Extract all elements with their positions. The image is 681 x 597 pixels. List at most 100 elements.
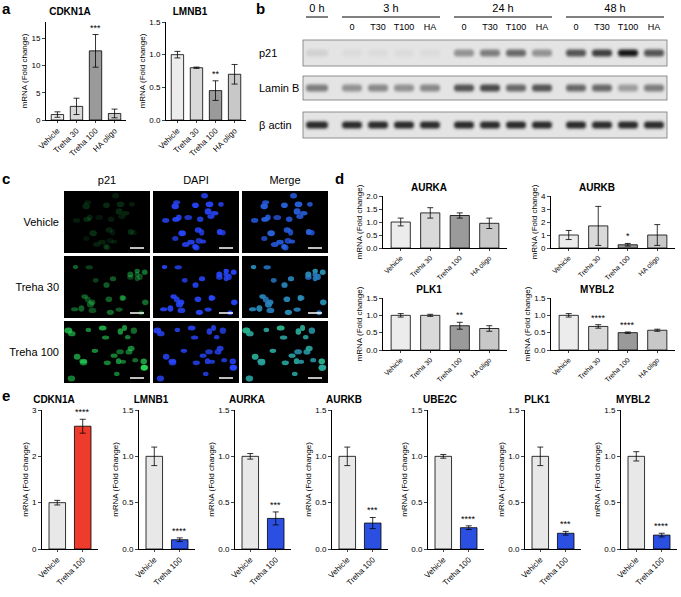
svg-text:0.0: 0.0 [411, 545, 423, 554]
svg-text:1.5: 1.5 [508, 406, 520, 415]
svg-text:mRNA (Fold change): mRNA (Fold change) [207, 442, 216, 517]
svg-text:Treha 30: Treha 30 [409, 356, 434, 381]
svg-text:Treha 30: Treha 30 [52, 126, 81, 155]
svg-text:Treha 100: Treha 100 [188, 126, 220, 158]
svg-text:***: *** [367, 505, 378, 515]
svg-text:Treha 100: Treha 100 [441, 555, 473, 587]
svg-text:Treha 30: Treha 30 [577, 254, 602, 279]
svg-text:AURKB: AURKB [579, 182, 615, 193]
svg-text:1.0: 1.0 [604, 452, 616, 461]
svg-text:Treha 30: Treha 30 [15, 281, 59, 293]
svg-text:1.5: 1.5 [315, 406, 327, 415]
svg-text:5: 5 [36, 89, 41, 98]
svg-text:0.0: 0.0 [366, 346, 378, 355]
svg-text:1.5: 1.5 [534, 294, 546, 303]
svg-text:0 h: 0 h [309, 2, 324, 14]
svg-text:24 h: 24 h [492, 2, 513, 14]
svg-text:HA: HA [424, 22, 437, 32]
svg-text:0.5: 0.5 [122, 498, 134, 507]
svg-text:***: *** [270, 500, 281, 510]
svg-text:Treha 100: Treha 100 [538, 555, 570, 587]
svg-text:Vehicle: Vehicle [551, 254, 572, 275]
svg-text:Vehicle: Vehicle [24, 216, 59, 228]
svg-text:T30: T30 [370, 22, 386, 32]
svg-text:0: 0 [573, 22, 578, 32]
svg-text:3 h: 3 h [383, 2, 398, 14]
svg-text:0: 0 [541, 244, 546, 253]
svg-text:4: 4 [541, 192, 546, 201]
svg-text:**: ** [456, 310, 464, 320]
svg-text:10: 10 [31, 61, 40, 70]
svg-text:**: ** [212, 69, 220, 79]
svg-text:2.0: 2.0 [366, 192, 378, 201]
svg-text:0.0: 0.0 [508, 545, 520, 554]
svg-text:HA oligo: HA oligo [469, 356, 493, 380]
svg-text:0: 0 [349, 22, 354, 32]
svg-text:****: **** [591, 313, 606, 323]
svg-text:Treha 100: Treha 100 [9, 346, 59, 358]
svg-text:HA: HA [648, 22, 661, 32]
svg-text:1.5: 1.5 [366, 294, 378, 303]
svg-text:1: 1 [541, 231, 546, 240]
svg-text:0.5: 0.5 [604, 498, 616, 507]
svg-text:Treha 100: Treha 100 [55, 555, 87, 587]
svg-text:AURKA: AURKA [411, 182, 447, 193]
svg-text:3: 3 [32, 406, 37, 415]
svg-text:UBE2C: UBE2C [423, 394, 457, 405]
svg-text:1.5: 1.5 [411, 406, 423, 415]
svg-text:1.5: 1.5 [366, 205, 378, 214]
svg-text:1.5: 1.5 [218, 406, 230, 415]
svg-text:1: 1 [32, 498, 37, 507]
svg-text:1.0: 1.0 [411, 452, 423, 461]
svg-text:HA oligo: HA oligo [469, 254, 493, 278]
svg-text:β actin: β actin [259, 119, 292, 131]
svg-text:0.0: 0.0 [315, 545, 327, 554]
svg-text:Treha 100: Treha 100 [604, 254, 631, 281]
svg-text:0.5: 0.5 [315, 498, 327, 507]
svg-text:0.5: 0.5 [366, 231, 378, 240]
svg-text:Treha 100: Treha 100 [436, 254, 463, 281]
svg-text:Treha 100: Treha 100 [248, 555, 280, 587]
svg-text:0.0: 0.0 [218, 545, 230, 554]
svg-text:0: 0 [32, 545, 37, 554]
svg-text:0.5: 0.5 [366, 328, 378, 337]
svg-text:MYBL2: MYBL2 [616, 394, 650, 405]
svg-text:HA oligo: HA oligo [637, 254, 661, 278]
svg-text:T30: T30 [482, 22, 498, 32]
svg-text:1.5: 1.5 [149, 18, 161, 27]
svg-text:HA oligo: HA oligo [637, 356, 661, 380]
svg-text:mRNA (Fold change): mRNA (Fold change) [21, 442, 30, 517]
svg-text:Vehicle: Vehicle [230, 555, 255, 580]
svg-text:Treha 100: Treha 100 [436, 356, 463, 383]
svg-text:T100: T100 [618, 22, 639, 32]
svg-text:0: 0 [461, 22, 466, 32]
svg-text:Treha 100: Treha 100 [68, 126, 100, 158]
svg-text:****: **** [620, 320, 635, 330]
svg-text:AURKA: AURKA [229, 394, 265, 405]
svg-text:Treha 30: Treha 30 [577, 356, 602, 381]
svg-text:mRNA (Fold change): mRNA (Fold change) [303, 442, 312, 517]
svg-text:T100: T100 [506, 22, 527, 32]
svg-text:****: **** [75, 407, 90, 417]
svg-text:LMNB1: LMNB1 [173, 6, 208, 17]
svg-text:mRNA (Fold change): mRNA (Fold change) [496, 442, 505, 517]
svg-text:Vehicle: Vehicle [383, 356, 404, 377]
svg-text:Vehicle: Vehicle [551, 356, 572, 377]
svg-text:mRNA (Fold change): mRNA (Fold change) [110, 442, 119, 517]
svg-text:1.5: 1.5 [604, 406, 616, 415]
svg-text:Vehicle: Vehicle [37, 555, 62, 580]
svg-text:Vehicle: Vehicle [133, 555, 158, 580]
svg-text:1.5: 1.5 [122, 406, 134, 415]
svg-text:2: 2 [541, 218, 546, 227]
svg-text:Treha 30: Treha 30 [172, 126, 201, 155]
svg-text:CDKN1A: CDKN1A [49, 6, 91, 17]
svg-text:Vehicle: Vehicle [157, 126, 182, 151]
svg-text:Vehicle: Vehicle [616, 555, 641, 580]
svg-text:1.0: 1.0 [534, 311, 546, 320]
svg-text:MYBL2: MYBL2 [580, 284, 614, 295]
svg-text:***: *** [90, 23, 101, 33]
svg-text:mRNA (Fold change): mRNA (Fold change) [523, 286, 532, 361]
svg-text:PLK1: PLK1 [524, 394, 550, 405]
svg-text:2: 2 [32, 452, 37, 461]
svg-text:0.0: 0.0 [534, 346, 546, 355]
